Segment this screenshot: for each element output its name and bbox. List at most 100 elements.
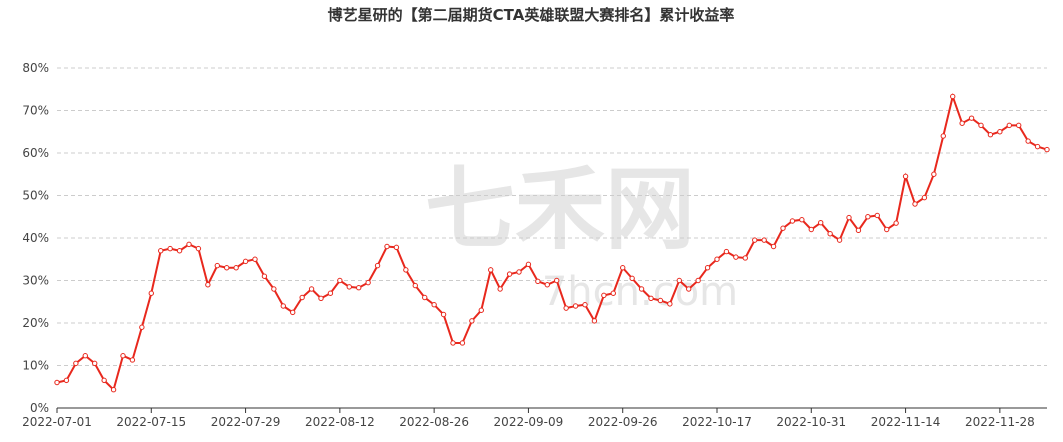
- point: [431, 302, 437, 308]
- y-tick-label: 10%: [22, 359, 49, 373]
- point: [902, 173, 909, 180]
- point: [865, 214, 871, 220]
- point: [233, 265, 239, 271]
- x-tick-label: 2022-11-28: [965, 415, 1035, 429]
- x-tick-label: 2022-07-29: [211, 415, 281, 429]
- point: [921, 194, 928, 201]
- x-tick-label: 2022-07-15: [116, 415, 186, 429]
- point: [469, 318, 475, 324]
- point: [506, 271, 513, 277]
- point: [535, 278, 541, 285]
- point: [214, 262, 220, 269]
- x-tick-label: 2022-11-14: [871, 415, 941, 429]
- x-tick-label: 2022-08-26: [399, 415, 469, 429]
- point: [818, 220, 824, 226]
- point: [563, 305, 569, 311]
- point: [968, 115, 975, 121]
- point: [761, 237, 767, 243]
- point: [261, 273, 268, 279]
- x-tick-label: 2022-10-31: [776, 415, 846, 429]
- point: [780, 225, 786, 231]
- point: [299, 294, 305, 301]
- point: [110, 387, 117, 393]
- point: [120, 353, 126, 359]
- point: [1025, 138, 1031, 144]
- y-tick-label: 70%: [22, 104, 49, 118]
- point: [601, 292, 607, 299]
- point: [54, 379, 60, 386]
- line: [56, 92, 1048, 392]
- point: [789, 218, 796, 224]
- point: [959, 120, 965, 126]
- point: [1034, 143, 1041, 150]
- point: [290, 309, 296, 316]
- x-tick-label: 2022-10-17: [682, 415, 752, 429]
- point: [337, 277, 343, 284]
- point: [855, 227, 862, 234]
- point: [742, 255, 748, 261]
- point: [186, 241, 192, 248]
- point: [1016, 122, 1022, 129]
- y-tick-label: 60%: [22, 146, 49, 160]
- y-tick-label: 80%: [22, 61, 49, 75]
- point: [582, 302, 588, 308]
- point: [450, 340, 456, 346]
- point: [148, 290, 154, 296]
- point: [620, 265, 626, 271]
- point: [356, 285, 362, 291]
- point: [393, 244, 400, 251]
- point: [374, 262, 381, 269]
- point: [525, 261, 532, 268]
- point: [346, 284, 352, 290]
- point: [403, 267, 409, 273]
- point: [440, 311, 447, 318]
- point: [940, 133, 946, 139]
- point: [224, 265, 230, 271]
- point: [610, 290, 616, 296]
- point: [554, 277, 560, 284]
- point: [978, 122, 984, 129]
- point: [893, 220, 899, 226]
- point: [629, 275, 635, 282]
- point: [836, 237, 843, 243]
- y-tick-label: 0%: [30, 401, 49, 415]
- point: [657, 297, 664, 304]
- point: [412, 282, 418, 289]
- point: [280, 303, 286, 309]
- point: [158, 248, 164, 254]
- point: [544, 282, 550, 288]
- point: [195, 245, 202, 252]
- point: [714, 256, 720, 262]
- point: [318, 295, 324, 302]
- x-tick-label: 2022-09-26: [588, 415, 658, 429]
- point: [723, 248, 730, 255]
- point: [704, 265, 711, 271]
- point: [987, 132, 994, 138]
- point: [686, 286, 692, 292]
- point: [205, 282, 211, 288]
- point: [327, 290, 334, 296]
- point: [912, 201, 918, 207]
- x-tick-label: 2022-09-09: [494, 415, 564, 429]
- point: [931, 171, 937, 177]
- point: [676, 277, 682, 284]
- point: [271, 286, 277, 292]
- point: [92, 360, 98, 367]
- point: [770, 243, 777, 250]
- point: [667, 301, 673, 307]
- point: [884, 226, 890, 233]
- point: [101, 377, 107, 384]
- point: [950, 93, 956, 100]
- point: [874, 212, 880, 219]
- point: [488, 267, 494, 273]
- x-tick-label: 2022-08-12: [305, 415, 375, 429]
- point: [422, 294, 428, 301]
- watermark-url: 7hcn.com: [542, 269, 738, 315]
- point: [846, 214, 852, 221]
- point: [365, 279, 371, 286]
- point: [997, 129, 1003, 135]
- point: [695, 277, 701, 284]
- point: [384, 243, 390, 250]
- point: [129, 357, 136, 363]
